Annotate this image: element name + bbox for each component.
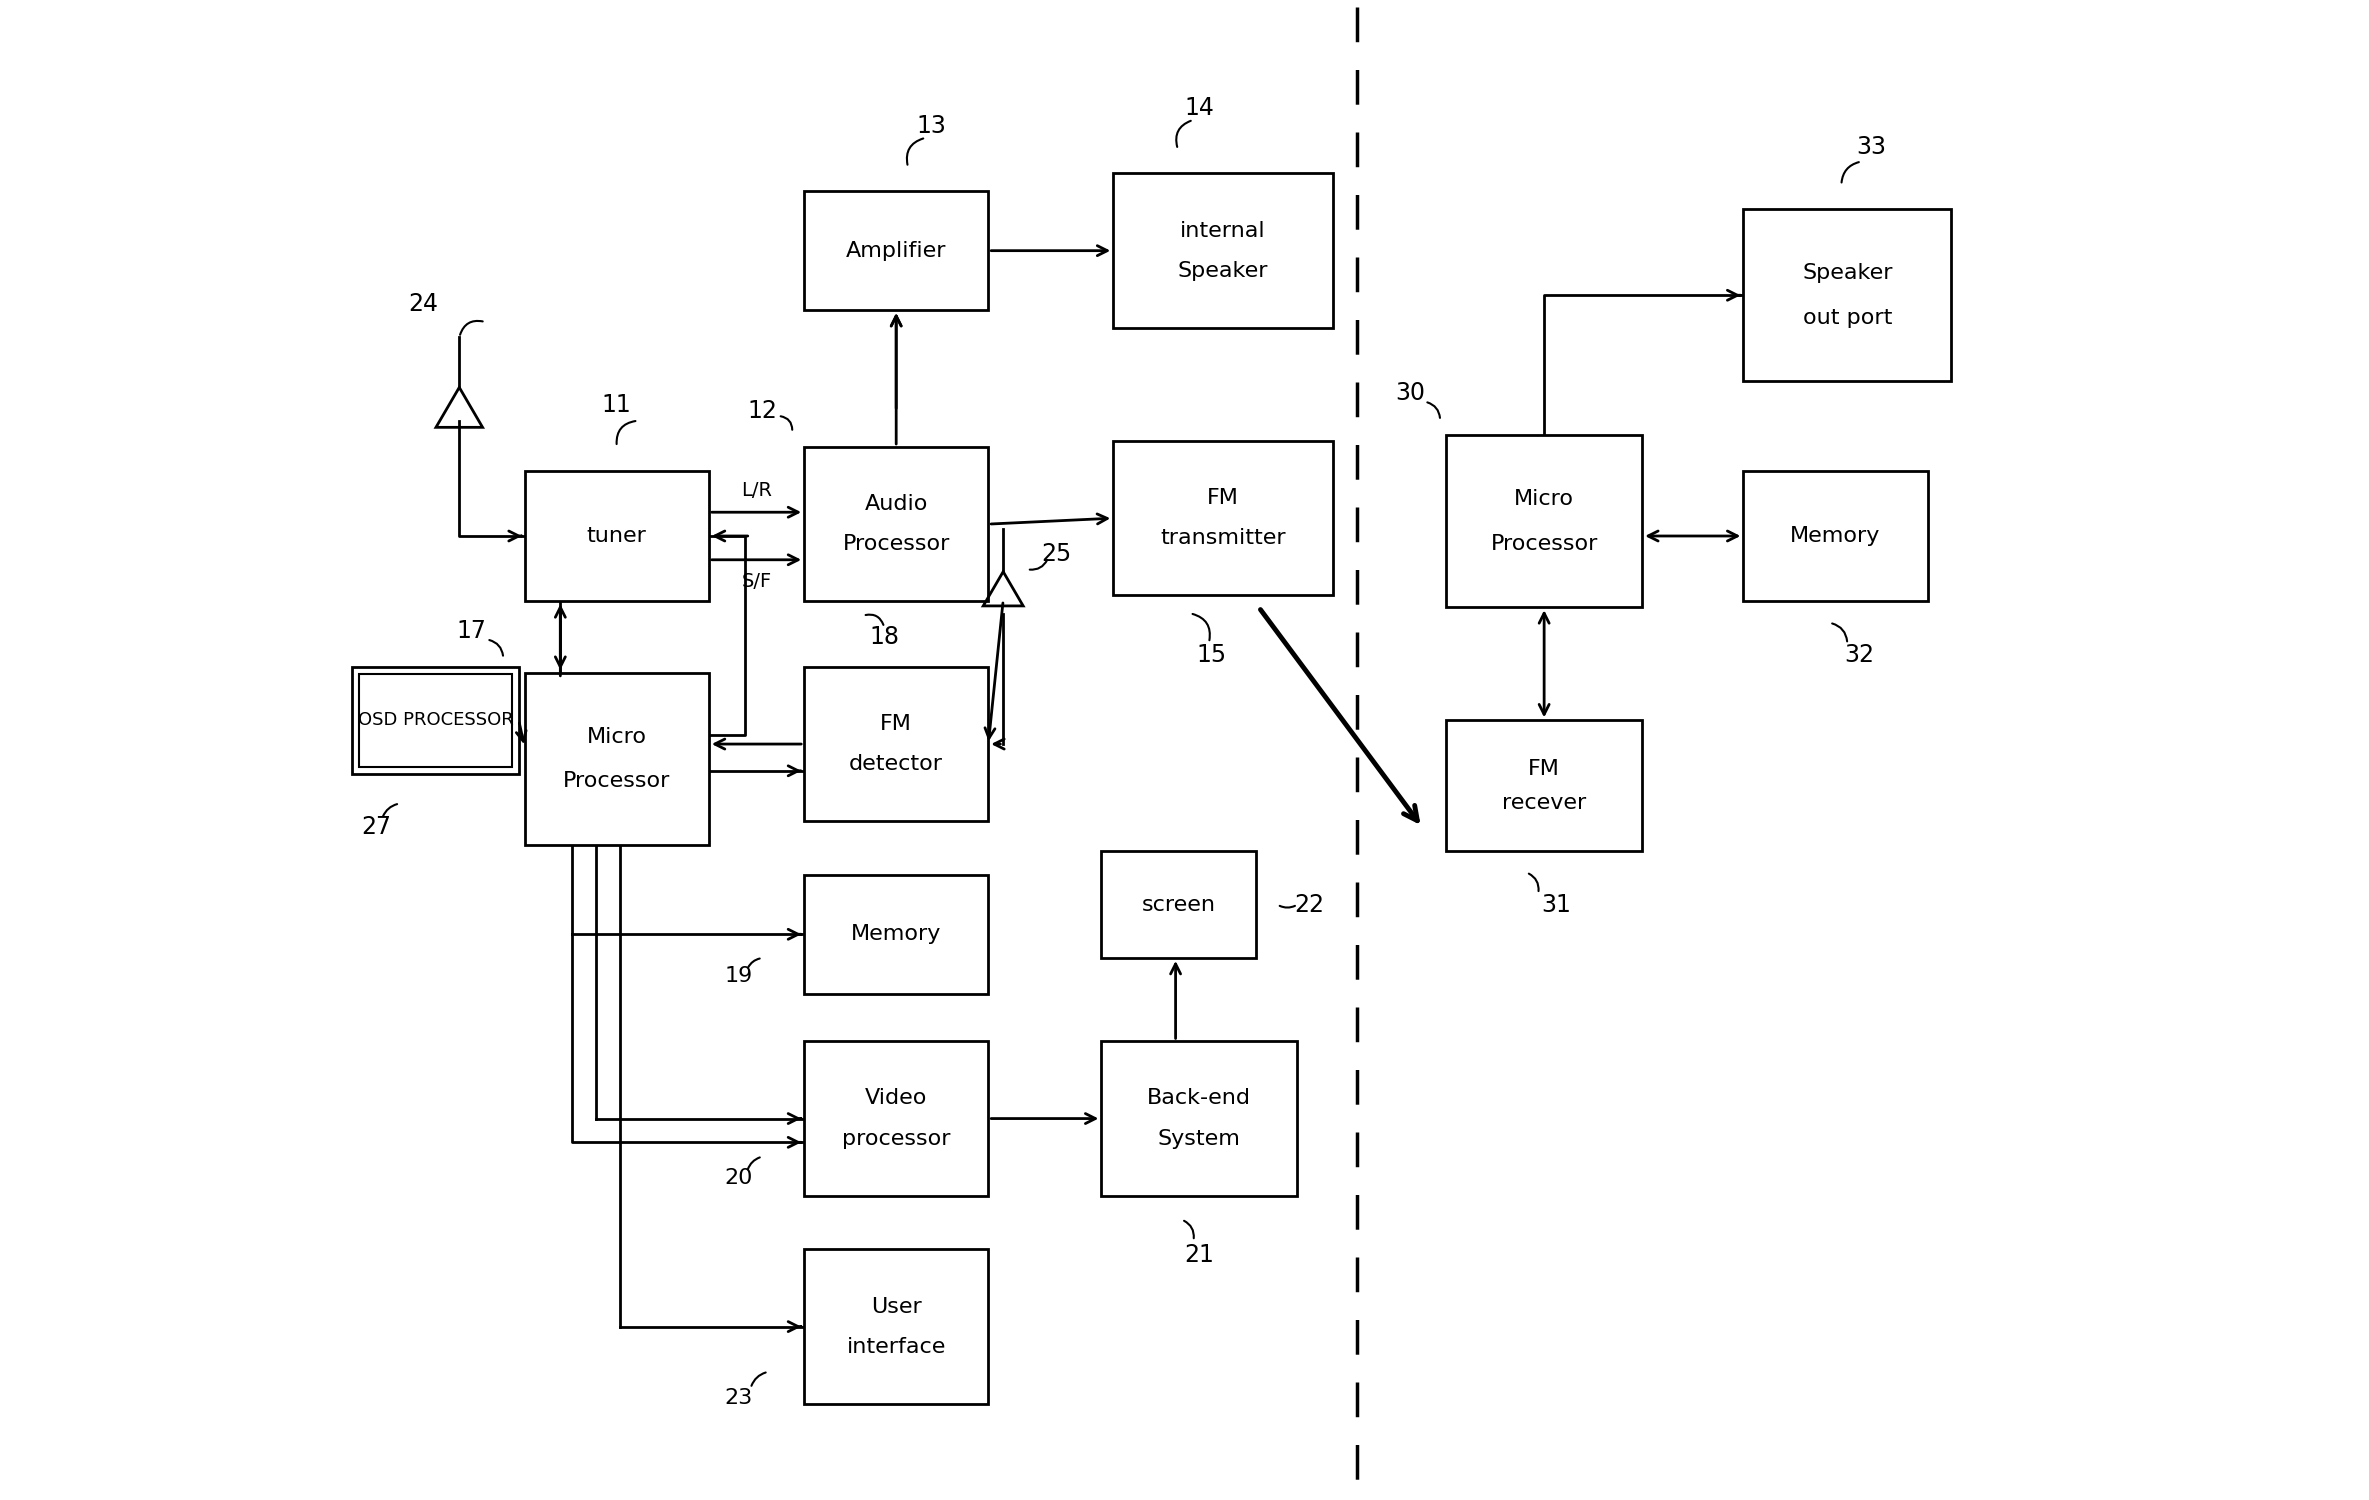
Text: detector: detector — [848, 754, 943, 774]
Text: OSD PROCESSOR: OSD PROCESSOR — [358, 711, 514, 729]
Text: S/F: S/F — [741, 572, 772, 591]
Bar — [524, 672, 708, 844]
Bar — [803, 1041, 988, 1196]
Text: 18: 18 — [869, 626, 900, 650]
Text: Audio: Audio — [865, 494, 929, 514]
Text: 27: 27 — [360, 816, 391, 840]
Text: 20: 20 — [725, 1168, 753, 1188]
Text: Video: Video — [865, 1089, 926, 1108]
Bar — [1744, 471, 1928, 602]
Text: User: User — [872, 1296, 922, 1317]
Text: System: System — [1158, 1128, 1241, 1149]
Text: recever: recever — [1502, 792, 1587, 813]
Text: FM: FM — [1208, 488, 1239, 508]
Text: 19: 19 — [725, 966, 753, 986]
Bar — [360, 674, 512, 766]
Text: 24: 24 — [407, 292, 438, 316]
Text: Memory: Memory — [1791, 526, 1881, 546]
Text: Speaker: Speaker — [1177, 261, 1267, 280]
Text: 13: 13 — [917, 114, 948, 138]
Bar — [803, 874, 988, 993]
Text: out port: out port — [1803, 308, 1893, 327]
Text: 14: 14 — [1184, 96, 1215, 120]
Text: Micro: Micro — [588, 726, 647, 747]
Text: 25: 25 — [1042, 542, 1071, 566]
Text: transmitter: transmitter — [1161, 528, 1286, 549]
Text: Processor: Processor — [843, 534, 950, 554]
Bar — [1445, 720, 1642, 850]
Text: 23: 23 — [725, 1388, 753, 1408]
Text: Back-end: Back-end — [1147, 1089, 1251, 1108]
Text: 21: 21 — [1184, 1244, 1215, 1268]
Text: Amplifier: Amplifier — [846, 240, 948, 261]
Bar — [1744, 209, 1952, 381]
Bar — [1102, 1041, 1298, 1196]
Text: 22: 22 — [1293, 892, 1324, 916]
Text: processor: processor — [841, 1128, 950, 1149]
Text: 32: 32 — [1843, 644, 1874, 668]
Text: tuner: tuner — [588, 526, 647, 546]
Bar — [1102, 850, 1256, 958]
Text: 11: 11 — [602, 393, 633, 417]
Text: Micro: Micro — [1514, 489, 1573, 508]
Text: 33: 33 — [1855, 135, 1886, 159]
Bar — [524, 471, 708, 602]
Bar — [1445, 435, 1642, 608]
Text: 31: 31 — [1542, 892, 1571, 916]
Text: Processor: Processor — [564, 771, 670, 792]
Text: 15: 15 — [1196, 644, 1227, 668]
Text: Memory: Memory — [850, 924, 940, 945]
Text: Speaker: Speaker — [1803, 262, 1893, 284]
Text: L/R: L/R — [741, 482, 772, 501]
Text: FM: FM — [1528, 759, 1561, 778]
Text: interface: interface — [846, 1336, 945, 1356]
Bar — [803, 668, 988, 822]
Text: FM: FM — [881, 714, 912, 734]
Text: 30: 30 — [1395, 381, 1426, 405]
Bar — [803, 447, 988, 602]
Bar — [1113, 174, 1334, 328]
Text: Processor: Processor — [1490, 534, 1597, 554]
Bar — [803, 190, 988, 310]
Text: 12: 12 — [749, 399, 777, 423]
Text: internal: internal — [1180, 220, 1265, 240]
Bar — [803, 1250, 988, 1404]
Bar — [1113, 441, 1334, 596]
Text: screen: screen — [1142, 894, 1215, 915]
Text: 17: 17 — [457, 620, 486, 644]
Bar — [353, 668, 519, 774]
